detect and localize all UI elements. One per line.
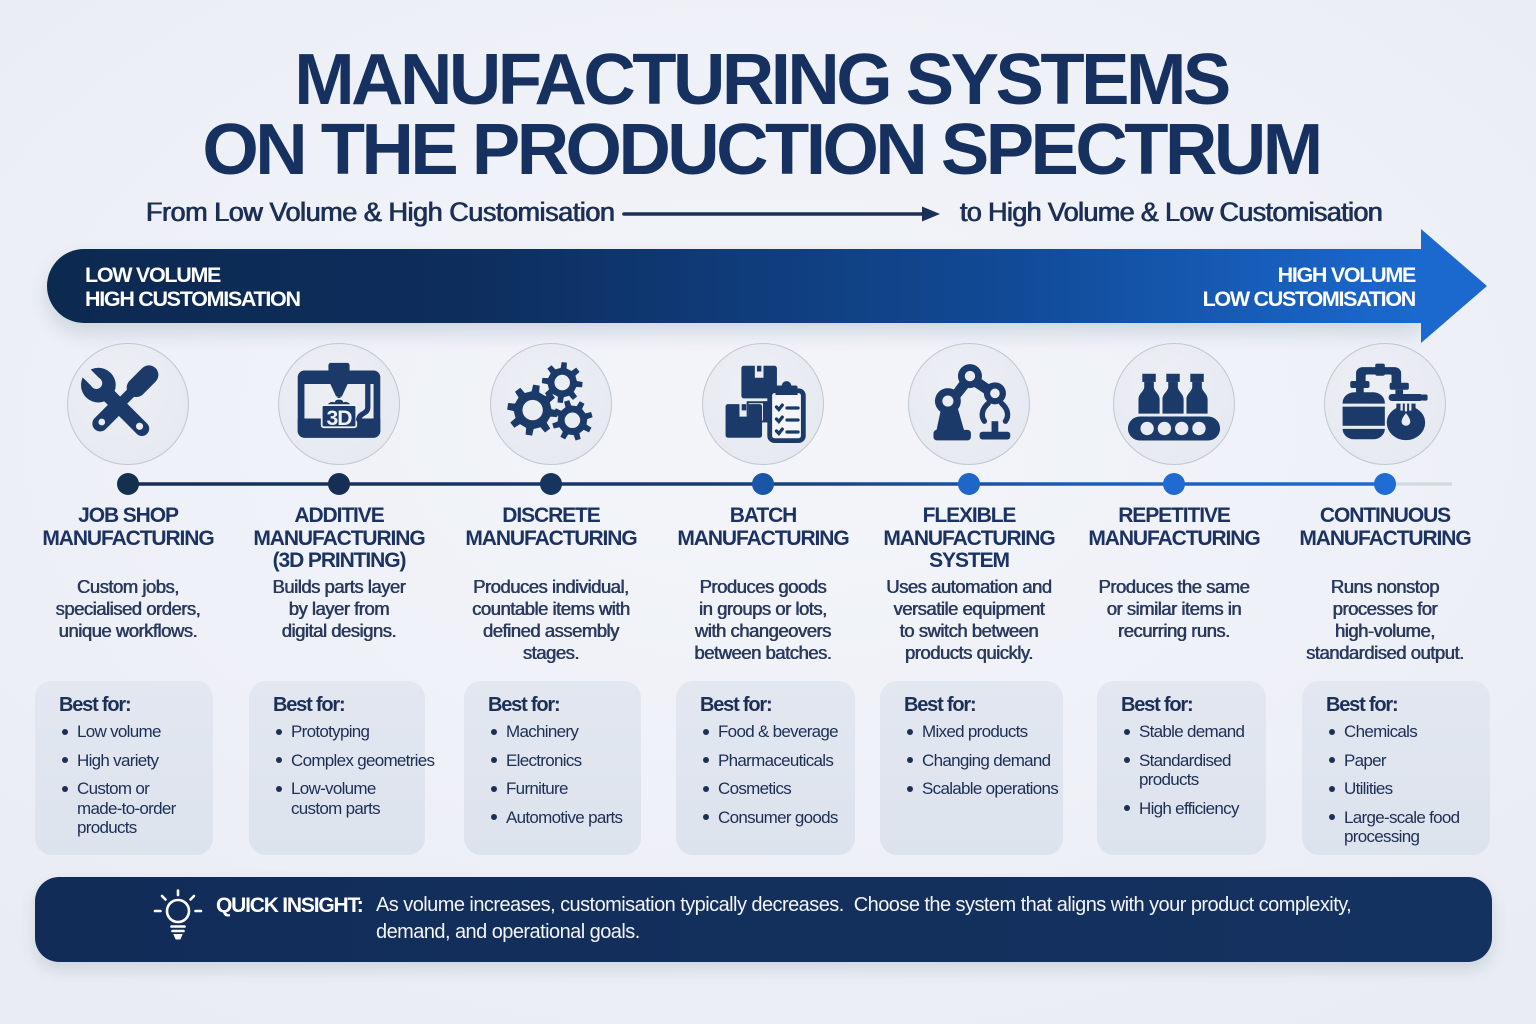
svg-text:3D: 3D bbox=[326, 407, 352, 430]
